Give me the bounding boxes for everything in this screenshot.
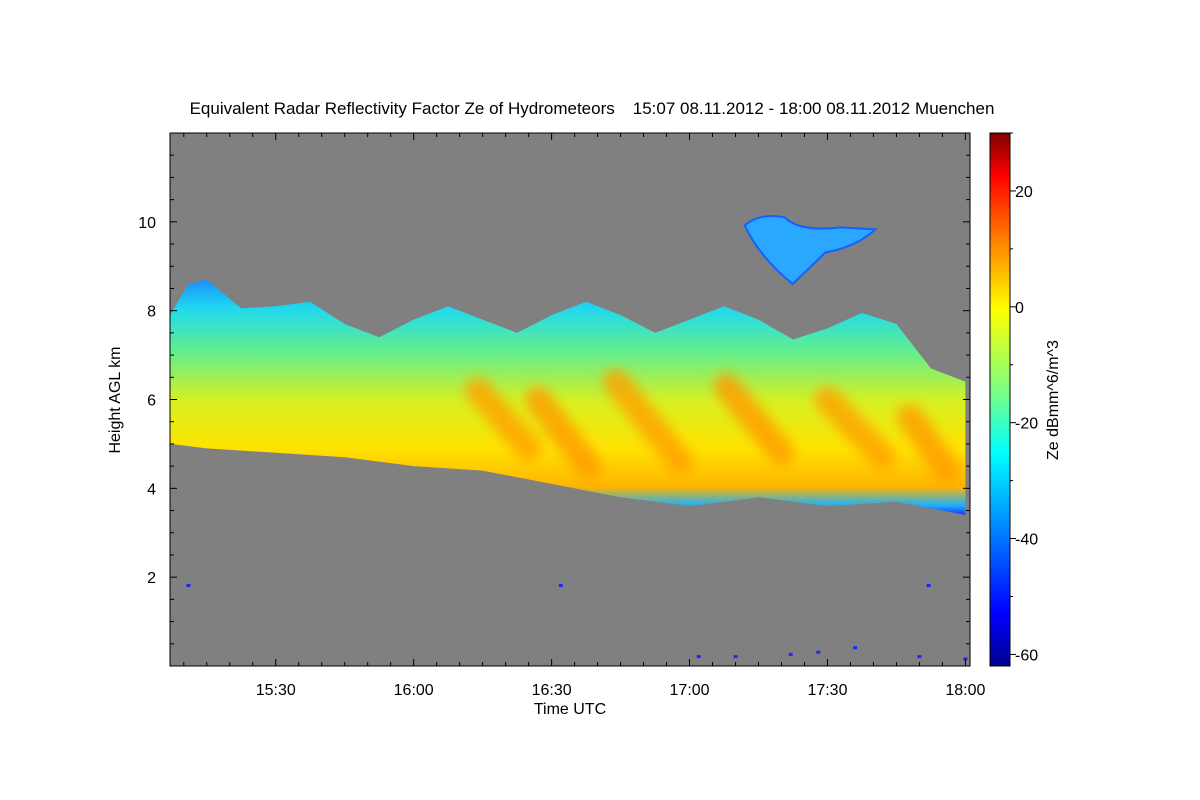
colorbar-label: Ze dBmm^6/m^3: [1045, 340, 1062, 460]
fall-streaks: [465, 368, 961, 484]
noise-dot: [816, 650, 821, 654]
colorbar-axis: -60 -40 -20 0 20: [1010, 132, 1038, 664]
colorbar-tick-label: 20: [1015, 184, 1033, 201]
y-tick-label: 4: [147, 481, 156, 498]
ground-noise: [186, 584, 968, 661]
fall-streak: [814, 386, 896, 471]
noise-dot: [926, 584, 931, 588]
y-tick-label: 8: [147, 304, 156, 321]
fall-streak: [524, 386, 602, 480]
noise-dot: [733, 655, 738, 659]
y-tick-label: 6: [147, 393, 156, 410]
noise-dot: [558, 584, 563, 588]
colorbar-tick-label: -40: [1015, 532, 1038, 549]
noise-dot: [963, 657, 968, 661]
y-tick-label: 2: [147, 570, 156, 587]
noise-dot: [788, 652, 793, 656]
x-tick-label: 15:30: [256, 682, 296, 699]
noise-dot: [696, 655, 701, 659]
main-cloud-layer: [170, 279, 966, 515]
fall-streak: [897, 404, 961, 484]
fall-streak: [713, 373, 795, 466]
x-tick-label: 18:00: [945, 682, 985, 699]
colorbar: [989, 132, 1011, 667]
noise-dot: [853, 646, 858, 650]
upper-cloud-patch: [743, 215, 878, 286]
x-axis: 15:30 16:00 16:30 17:00 17:30 18:00: [183, 133, 986, 699]
fall-streak: [602, 368, 694, 475]
x-axis-label: Time UTC: [534, 701, 606, 718]
x-tick-label: 17:00: [670, 682, 710, 699]
colorbar-tick-label: 0: [1015, 300, 1024, 317]
colorbar-tick-label: -20: [1015, 416, 1038, 433]
noise-dot: [917, 655, 922, 659]
y-tick-label: 10: [138, 215, 156, 232]
fall-streak: [465, 377, 542, 462]
y-axis-label: Height AGL km: [107, 346, 124, 453]
x-tick-label: 17:30: [807, 682, 847, 699]
chart-title: Equivalent Radar Reflectivity Factor Ze …: [190, 99, 995, 118]
noise-dot: [186, 584, 191, 588]
y-axis: 2 4 6 8 10: [138, 154, 970, 645]
x-tick-label: 16:00: [394, 682, 434, 699]
x-tick-label: 16:30: [532, 682, 572, 699]
colorbar-tick-label: -60: [1015, 647, 1038, 664]
